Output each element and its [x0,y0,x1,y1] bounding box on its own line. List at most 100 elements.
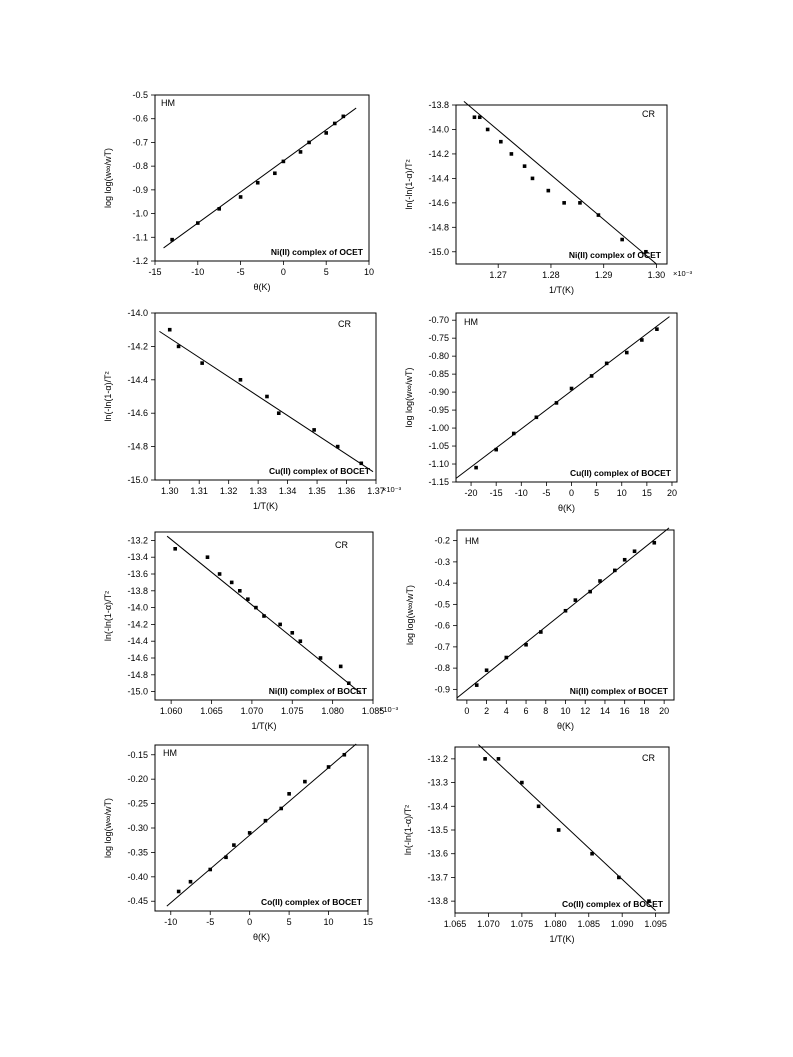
y-tick-label: -14.2 [127,619,148,629]
data-point [167,327,172,332]
x-tick-label: -5 [542,488,550,498]
fit-line [455,316,670,479]
data-point [229,580,234,585]
data-point [173,547,177,551]
data-point [338,664,343,669]
y-tick-label: -13.2 [427,754,448,764]
data-point [170,237,174,242]
y-tick-label: -0.20 [127,774,148,784]
data-point [307,140,311,145]
x-tick-label: 4 [504,706,509,716]
data-point [255,180,260,185]
fit-line [159,330,374,473]
plot-frame [455,312,678,483]
data-point [196,221,200,225]
x-tick-label: 10 [324,917,334,927]
x-tick-label: 5 [594,488,599,498]
data-point [205,555,210,559]
x-axis-title: θ(K) [253,932,270,942]
plot-frame [456,529,675,701]
data-point [644,249,648,254]
x-tick-label: 14 [600,706,610,716]
chart-caption: Cu(II) complex of BOCET [570,468,672,478]
y-tick-label: -0.85 [428,369,449,379]
data-point [298,150,303,154]
data-point [265,394,269,399]
data-point [200,361,204,365]
y-axis-title: log log(w∞/wT) [103,798,113,858]
data-point [624,350,629,355]
data-point [494,447,498,452]
x-tick-label: 10 [364,267,374,277]
y-tick-label: -14.8 [127,442,148,452]
x-tick-label: 12 [580,706,590,716]
data-point [604,361,609,366]
y-tick-label: -14.4 [127,636,148,646]
y-tick-label: -15.0 [127,687,148,697]
data-point [472,115,477,120]
data-point [247,831,252,835]
data-point [522,164,527,168]
y-tick-label: -13.8 [127,586,148,596]
chart-caption: Co(II) complex of BOCET [562,899,664,909]
y-axis-title: ln(-ln(1-α)/T² [403,805,413,855]
y-tick-label: -14.6 [428,198,449,208]
y-tick-label: -13.6 [427,849,448,859]
y-tick-label: -0.15 [127,750,148,760]
y-tick-label: -0.4 [434,578,450,588]
method-label: CR [642,109,655,119]
chart-caption: Co(II) complex of BOCET [261,897,363,907]
x-axis-title: 1/T(K) [549,934,574,944]
y-tick-label: -13.7 [427,872,448,882]
x-tick-label: 1.36 [338,486,356,496]
x-tick-label: 1.085 [577,919,600,929]
data-point [485,127,490,132]
plot-frame [154,94,370,262]
y-tick-label: -1.15 [428,477,449,487]
data-point [652,540,657,545]
data-point [655,327,659,331]
x-tick-label: 20 [659,706,669,716]
y-tick-label: -14.6 [127,653,148,663]
y-tick-label: -0.7 [434,642,450,652]
x-tick-label: 1.32 [220,486,238,496]
data-point [554,401,559,405]
chart-1: -15 -10 -5 0 5 10 -1.2 -1.1 -1.0 -0.9 -0.8 -0.7 -0.6… [103,90,374,292]
data-point [562,201,566,205]
data-point [326,765,331,769]
y-tick-label: -13.8 [428,100,449,110]
x-multiplier: ×10⁻³ [379,705,399,714]
data-point [563,608,568,613]
data-point [647,899,651,903]
data-point [589,374,594,378]
x-tick-label: 1.075 [511,919,534,929]
plot-frame [454,746,670,914]
data-point [530,176,535,181]
chart-8: 1.065 1.070 1.075 1.080 1.085 1.090 1.095 -13.8… [403,744,670,944]
data-point [224,855,228,860]
x-tick-label: 10 [617,488,627,498]
y-tick-label: -0.6 [434,621,450,631]
chart-caption: Ni(II) complex of OCET [271,247,364,257]
x-tick-label: 1.27 [489,270,507,280]
y-tick-label: -0.70 [428,315,449,325]
x-tick-label: 1.065 [200,706,223,716]
data-point [279,806,284,811]
chart-3: 1.30 1.31 1.32 1.33 1.34 1.35 1.36 1.37 -15.0 -14… [103,308,402,511]
data-point [346,681,351,685]
data-point [573,598,578,602]
data-point [590,851,594,856]
data-point [474,683,479,687]
y-tick-label: -14.8 [428,222,449,232]
x-multiplier: ×10⁻³ [382,485,402,494]
x-tick-label: 8 [543,706,548,716]
data-point [290,631,295,635]
y-tick-label: -14.0 [127,603,148,613]
y-tick-label: -0.40 [127,872,148,882]
fit-line [463,100,657,265]
plot-frame [154,531,374,701]
chart-caption: Ni(II) complex of OCET [569,250,662,260]
y-tick-label: -0.45 [127,896,148,906]
x-tick-label: -10 [191,267,204,277]
